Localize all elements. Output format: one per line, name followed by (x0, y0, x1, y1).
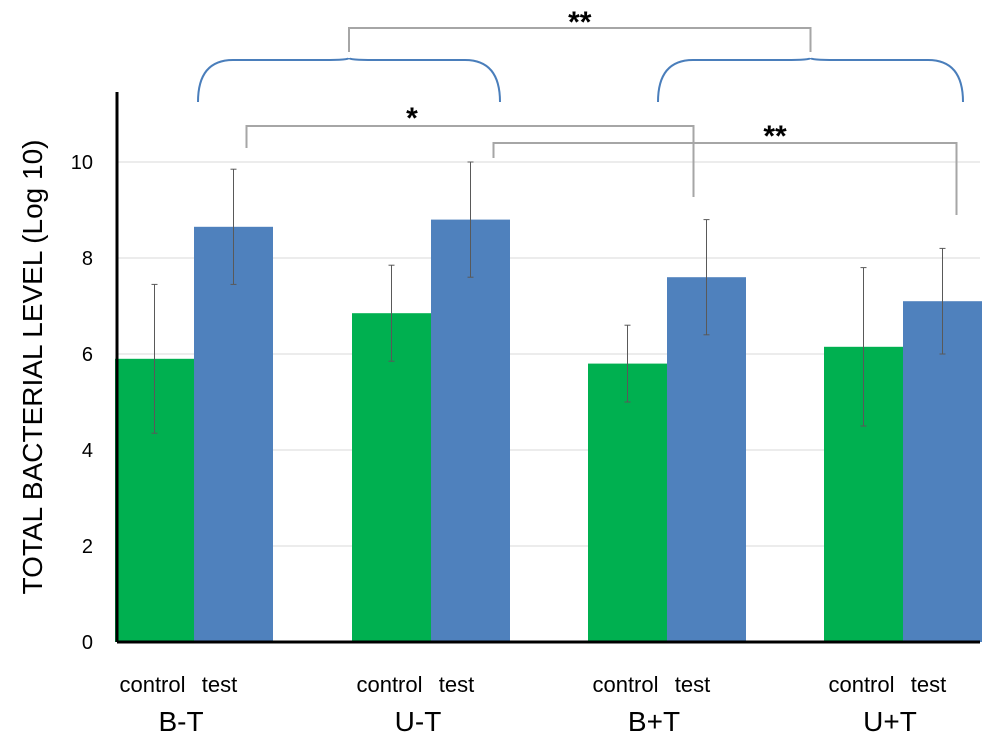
bar-label-test: test (202, 672, 237, 697)
bar-label-control: control (828, 672, 894, 697)
comparison-bracket-top (348, 27, 812, 52)
bar-test-U-T (431, 219, 510, 642)
bar-label-control: control (356, 672, 422, 697)
error-bar-test-B+T (703, 219, 710, 336)
y-tick-label: 4 (82, 440, 93, 462)
y-tick-label: 0 (82, 632, 93, 654)
group-bracket-left (197, 57, 501, 103)
y-tick-label: 8 (82, 248, 93, 270)
bar-label-test: test (675, 672, 710, 697)
error-bar-test-U-T (467, 161, 474, 278)
error-bar-control-B+T (624, 324, 631, 403)
group-label-U-T: U-T (395, 706, 442, 736)
bar-label-control: control (119, 672, 185, 697)
comparison-bracket-1 (245, 125, 695, 197)
bar-control-B+T (588, 363, 667, 642)
error-bar-control-U-T (388, 264, 395, 362)
bar-test-B-T (194, 226, 273, 643)
comparison-bracket-2 (492, 142, 958, 215)
significance-bt-bpt: * (406, 102, 418, 135)
bar-control-U-T (352, 313, 431, 642)
bar-label-test: test (911, 672, 946, 697)
y-tick-label: 10 (71, 152, 93, 174)
y-tick-label: 2 (82, 536, 93, 558)
error-bar-test-B-T (230, 168, 237, 285)
group-label-B-T: B-T (158, 706, 203, 736)
group-label-B+T: B+T (628, 706, 680, 736)
group-bracket-right (657, 57, 964, 103)
significance-top: ** (568, 6, 592, 39)
significance-ut-upt: ** (763, 120, 787, 153)
bar-label-test: test (439, 672, 474, 697)
bar-test-U+T (903, 301, 982, 642)
bar-label-control: control (592, 672, 658, 697)
group-label-U+T: U+T (863, 706, 917, 736)
y-tick-label: 6 (82, 344, 93, 366)
error-bar-control-B-T (151, 283, 158, 434)
bar-test-B+T (667, 277, 746, 642)
error-bar-control-U+T (860, 267, 867, 427)
error-bar-test-U+T (939, 247, 946, 355)
y-axis-label: TOTAL BACTERIAL LEVEL (Log 10) (17, 140, 48, 595)
